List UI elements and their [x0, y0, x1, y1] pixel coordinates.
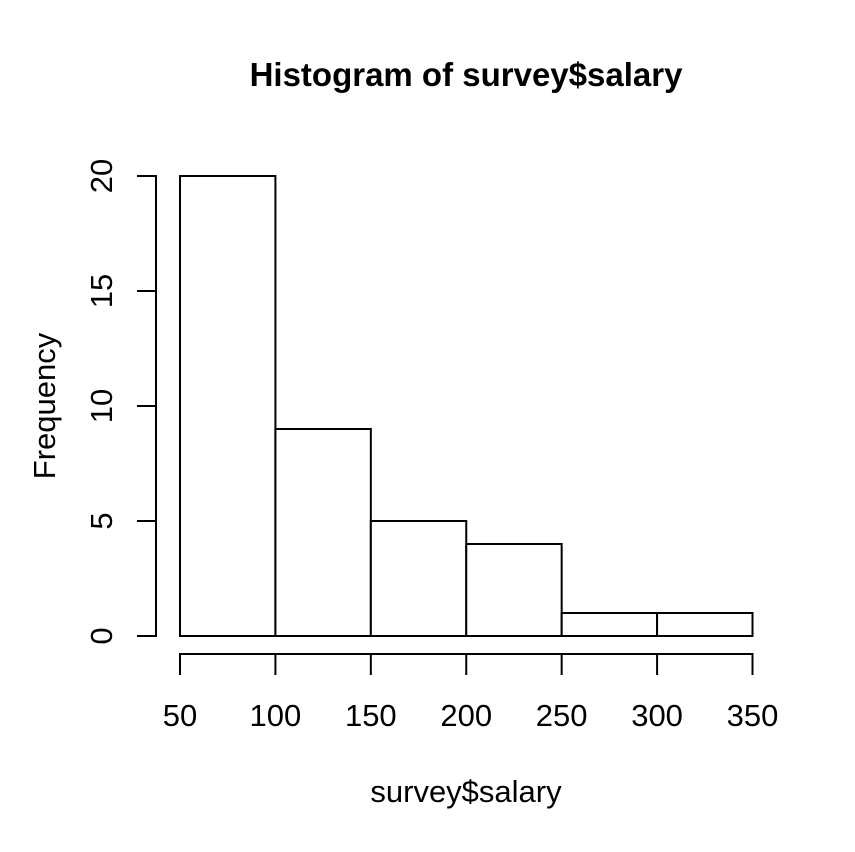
histogram-bar-150-200: [369, 520, 468, 637]
x-tick-label: 200: [440, 698, 492, 733]
x-tick-label: 100: [250, 698, 302, 733]
y-tick-label: 15: [84, 274, 119, 308]
x-tick-label: 350: [727, 698, 779, 733]
x-tick-label: 250: [536, 698, 588, 733]
x-tick-label: 50: [163, 698, 197, 733]
y-tick-label: 10: [84, 389, 119, 423]
x-axis: 50 100 150 200 250 300 350: [163, 653, 779, 733]
y-tick-label: 5: [84, 512, 119, 529]
histogram-bar-50-100: [179, 175, 277, 637]
x-tick-label: 300: [631, 698, 683, 733]
histogram-bar-300-350: [656, 612, 754, 637]
chart-title: Histogram of survey$salary: [249, 56, 683, 93]
y-axis: 0 5 10 15 20: [84, 159, 157, 645]
x-tick-label: 150: [345, 698, 397, 733]
y-tick-label: 0: [84, 627, 119, 644]
histogram-bar-200-250: [465, 543, 563, 637]
x-axis-title: survey$salary: [370, 774, 562, 809]
histogram-bar-100-150: [274, 428, 372, 637]
histogram-bars: [179, 175, 754, 637]
y-tick-label: 20: [84, 159, 119, 193]
histogram-bar-250-300: [560, 612, 659, 637]
